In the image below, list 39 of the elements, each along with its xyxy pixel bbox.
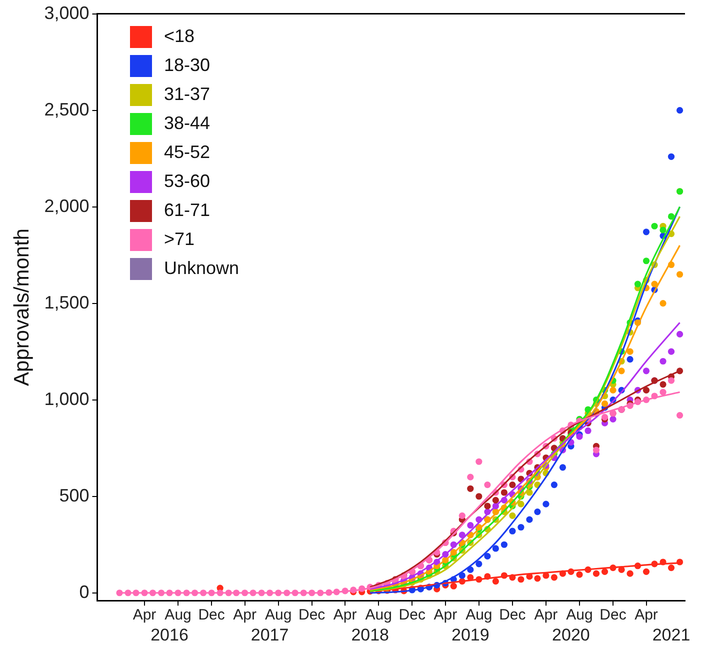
legend-label: 31-37	[164, 83, 210, 106]
x2-tick-label: 2016	[150, 625, 188, 644]
x-tick-label: Aug	[264, 606, 292, 624]
x2-tick-label: 2017	[250, 625, 289, 644]
x2-tick-label: 2019	[451, 625, 490, 644]
x-tick-label: Aug	[566, 606, 593, 624]
y-tick-label: 3,000	[44, 2, 90, 23]
legend-label: 38-44	[164, 112, 210, 135]
x-tick-label: Apr	[233, 606, 256, 624]
x-tick-label: Aug	[466, 606, 492, 624]
y-tick-label: 2,000	[44, 196, 90, 216]
x-tick-label: Dec	[499, 606, 526, 624]
legend-label: <18	[164, 25, 195, 48]
x2-tick-label: 2020	[552, 625, 590, 644]
x-tick-label: Dec	[198, 606, 226, 624]
x-tick-label: Dec	[398, 606, 426, 624]
x-tick-label: Apr	[333, 606, 357, 624]
x-tick-label: Dec	[600, 606, 627, 624]
y-tick-label: 2,500	[44, 99, 90, 120]
x-tick-label: Apr	[534, 606, 558, 624]
legend-label: Unknown	[164, 257, 240, 280]
legend-label: 45-52	[164, 141, 210, 164]
y-tick-label: 0	[79, 582, 90, 602]
legend-label: 18-30	[164, 54, 210, 77]
y-tick-label: 1,000	[44, 388, 90, 409]
x-tick-label: Dec	[298, 606, 326, 624]
y-axis-title: Approvals/month	[10, 228, 34, 386]
y-tick-label: 500	[59, 485, 90, 506]
legend-label: >71	[164, 228, 195, 251]
x-tick-label: Apr	[634, 606, 658, 624]
x2-tick-label: 2018	[351, 625, 390, 644]
x-tick-label: Apr	[132, 606, 156, 624]
legend-label: 61-71	[164, 199, 210, 222]
x-tick-label: Aug	[164, 606, 192, 624]
x-tick-label: Aug	[365, 606, 392, 624]
x2-tick-label: 2021	[652, 625, 690, 644]
y-tick-label: 1,500	[44, 292, 90, 312]
x-tick-label: Apr	[434, 606, 458, 624]
legend-label: 53-60	[164, 170, 210, 193]
